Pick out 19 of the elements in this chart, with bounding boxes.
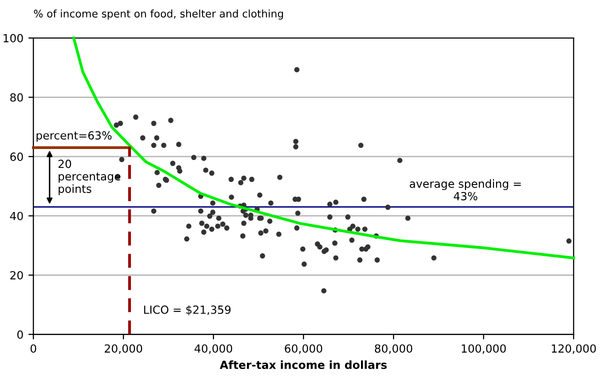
annotation: 20 percentage points (58, 160, 120, 196)
x-tick-label: 40,000 (194, 344, 232, 354)
annotation: LICO = $21,359 (144, 305, 231, 316)
y-axis-title: % of income spent on food, shelter and clothing (34, 10, 283, 20)
y-tick-label: 80 (10, 93, 23, 102)
ref-line-label: average spending = 43% (410, 179, 521, 200)
y-tick-label: 0 (17, 330, 23, 339)
x-tick-label: 80,000 (374, 344, 412, 354)
x-axis-title: After-tax income in dollars (220, 360, 387, 370)
y-tick-label: 60 (10, 152, 23, 161)
annotation: percent=63% (36, 131, 112, 142)
y-tick-label: 20 (10, 271, 23, 280)
x-tick-label: 0 (30, 344, 36, 353)
x-tick-label: 20,000 (104, 344, 142, 354)
x-tick-label: 100,000 (462, 344, 506, 354)
x-tick-label: 60,000 (284, 344, 322, 354)
x-tick-label: 120,000 (552, 344, 596, 354)
y-tick-label: 40 (10, 212, 23, 220)
y-tick-label: 100 (4, 34, 23, 42)
